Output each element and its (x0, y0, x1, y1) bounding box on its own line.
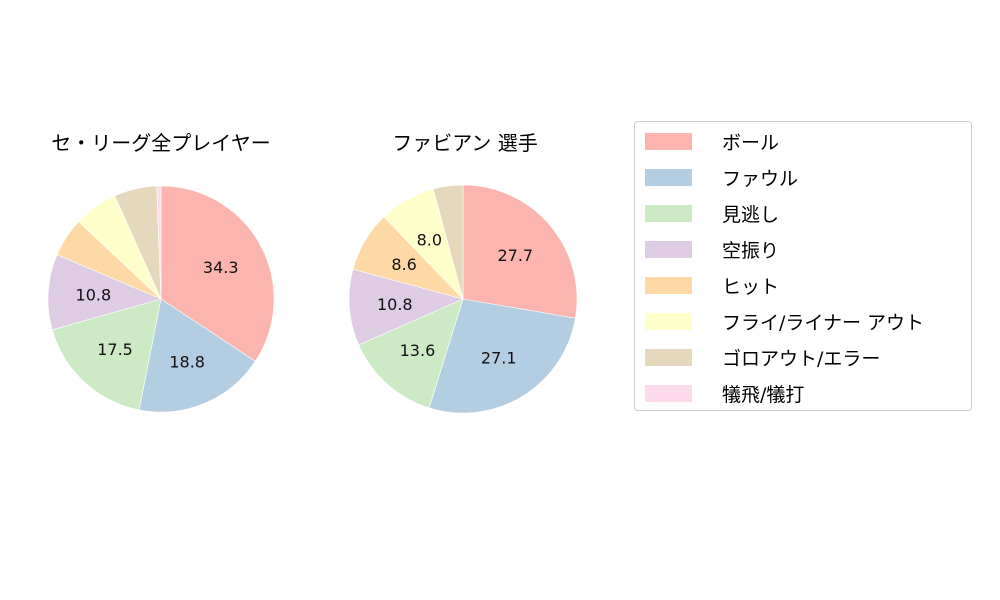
pie-slice (428, 298, 576, 414)
legend-swatch (645, 276, 692, 294)
slice-label: 8.6 (391, 255, 416, 274)
legend-swatch (645, 132, 692, 150)
legend-swatch (645, 240, 692, 258)
legend: ボールファウル見逃し空振りヒットフライ/ライナー アウト ゴロアウト/エラー 犠飛/… (634, 121, 972, 411)
legend-swatch (645, 348, 692, 366)
slice-label: 34.3 (203, 258, 239, 277)
slice-label: 17.5 (97, 340, 133, 359)
pie-slice (432, 184, 464, 300)
legend-item: フライ/ライナー アウト (645, 311, 924, 334)
slice-label: 10.8 (76, 286, 112, 305)
legend-item: 犠飛/犠打 (645, 383, 804, 406)
legend-label: ボール (722, 131, 780, 154)
legend-item: 見逃し (645, 203, 779, 226)
legend-swatch (645, 204, 692, 222)
legend-label: 空振り (722, 239, 780, 262)
pie-slice (358, 298, 464, 409)
legend-label: フライ/ライナー アウト (722, 311, 925, 334)
pie-slice (462, 184, 578, 319)
pie-slice (47, 254, 162, 331)
slice-label: 18.8 (169, 353, 205, 372)
slice-label: 27.1 (481, 348, 517, 367)
legend-label: 見逃し (722, 203, 780, 226)
legend-item: ヒット (645, 275, 779, 298)
legend-label: ファウル (722, 167, 799, 190)
legend-swatch (645, 384, 692, 402)
pie-slice (156, 185, 162, 300)
pie-slice (51, 298, 162, 411)
slice-label: 13.6 (400, 341, 436, 360)
slice-label: 27.7 (497, 246, 533, 265)
legend-item: ボール (645, 131, 779, 154)
pie-slice (138, 298, 256, 413)
legend-item: 空振り (645, 239, 779, 262)
pie-slice (348, 268, 464, 346)
legend-swatch (645, 312, 692, 330)
legend-label: ヒット (722, 275, 780, 298)
legend-label: ゴロアウト/エラー (722, 347, 881, 370)
slice-label: 8.0 (417, 230, 442, 249)
left-pie-title: セ・リーグ全プレイヤー (51, 131, 271, 155)
legend-swatch (645, 168, 692, 186)
legend-label: 犠飛/犠打 (722, 383, 805, 406)
legend-item: ファウル (645, 167, 798, 190)
slice-label: 10.8 (377, 295, 413, 314)
legend-item: ゴロアウト/エラー (645, 347, 880, 370)
right-pie-title: ファビアン 選手 (392, 131, 538, 155)
